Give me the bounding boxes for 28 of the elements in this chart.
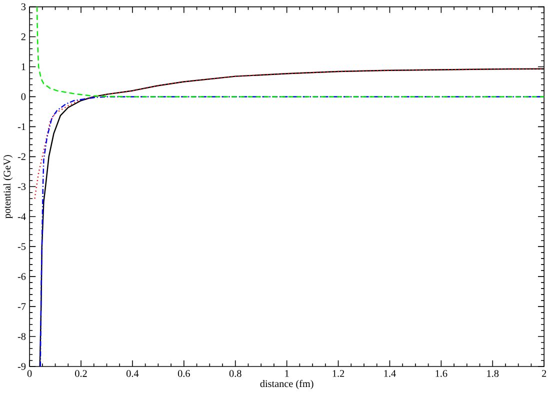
x-tick-label: 1.8 (487, 370, 499, 378)
y-tick-label: -6 (18, 273, 26, 280)
y-tick-label: -1 (18, 124, 26, 130)
y-tick-label: -9 (18, 363, 26, 370)
y-tick-label: -7 (18, 303, 26, 310)
x-axis-title: distance (fm) (260, 380, 314, 390)
y-tick-label: -4 (18, 213, 26, 220)
x-tick-label: 1.2 (332, 370, 344, 378)
y-tick-label: 3 (21, 4, 26, 10)
y-tick-label: 2 (21, 34, 26, 40)
y-tick-label: -3 (18, 183, 26, 190)
line-series (36, 7, 544, 98)
x-tick-label: 1.4 (384, 370, 396, 378)
y-tick-label: 1 (22, 64, 26, 70)
x-tick-label: 0 (27, 370, 32, 378)
y-tick-label: 0 (21, 94, 26, 100)
x-tick-label: 1.6 (436, 370, 448, 378)
x-tick-label: 0.8 (229, 370, 242, 378)
x-tick-label: 0.6 (178, 370, 190, 378)
y-axis-title: potential (GeV) (3, 155, 13, 219)
x-tick-label: 0.4 (126, 370, 139, 378)
y-tick-label: -8 (18, 333, 26, 340)
x-tick-label: 1 (285, 370, 289, 377)
y-tick-label: -5 (18, 243, 26, 250)
x-tick-label: 2 (542, 370, 546, 378)
y-tick-label: -2 (18, 154, 26, 160)
x-tick-label: 0.2 (75, 370, 87, 378)
line-series (34, 68, 544, 200)
